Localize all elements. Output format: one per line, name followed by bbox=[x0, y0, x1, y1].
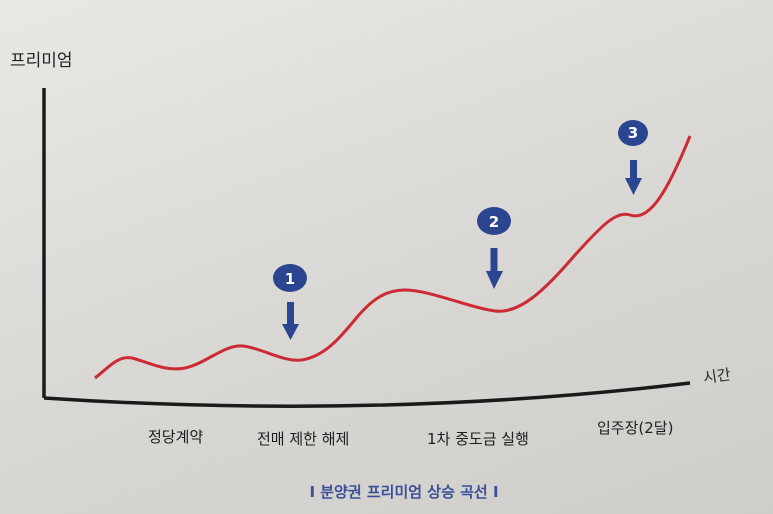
marker-2-arrow-head bbox=[486, 271, 503, 289]
marker-3: 3 bbox=[618, 120, 648, 195]
category-label-contract: 정당계약 bbox=[148, 428, 203, 446]
marker-2: 2 bbox=[477, 207, 511, 289]
category-label-interim-payment: 1차 중도금 실행 bbox=[427, 430, 529, 448]
marker-3-arrow-head bbox=[625, 178, 642, 195]
premium-curve bbox=[94, 135, 692, 380]
marker-2-badge bbox=[477, 207, 511, 235]
marker-1-badge bbox=[273, 264, 307, 292]
marker-1-arrow-head bbox=[282, 324, 299, 340]
chart-caption: I 분양권 프리미엄 상승 곡선 I bbox=[309, 483, 498, 501]
marker-1: 1 bbox=[273, 264, 307, 340]
y-axis-label: 프리미엄 bbox=[10, 51, 73, 71]
marker-3-badge bbox=[618, 120, 648, 146]
marker-3-arrow-shaft bbox=[630, 160, 637, 180]
marker-3-label: 3 bbox=[628, 124, 638, 142]
marker-1-arrow-shaft bbox=[287, 302, 294, 326]
marker-2-arrow-shaft bbox=[490, 248, 498, 273]
marker-2-label: 2 bbox=[489, 213, 499, 231]
marker-1-label: 1 bbox=[285, 270, 295, 288]
x-axis-label: 시간 bbox=[702, 365, 732, 387]
x-axis bbox=[43, 381, 691, 408]
category-label-resale-lift: 전매 제한 해제 bbox=[257, 430, 349, 448]
category-label-move-in: 입주장(2달) bbox=[597, 419, 673, 437]
